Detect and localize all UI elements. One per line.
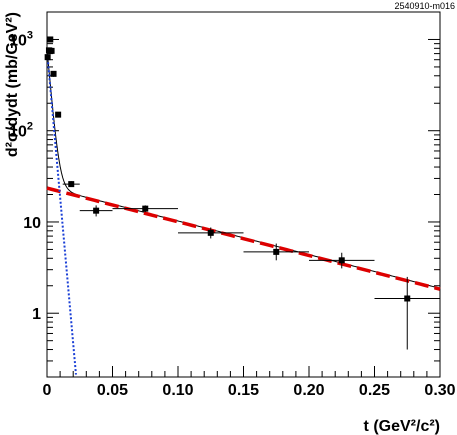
y-tick-exponent: 2 (27, 121, 33, 133)
x-tick-label: 0 (43, 382, 52, 399)
x-tick-label: 0.30 (424, 382, 455, 399)
data-point (338, 257, 345, 264)
data-point (68, 181, 75, 188)
x-tick-label: 0.25 (359, 382, 390, 399)
x-tick-label: 0.05 (97, 382, 128, 399)
fit-curve-total (46, 49, 441, 289)
y-tick-label: 10 (23, 215, 41, 232)
data-point (93, 207, 100, 214)
data-point (273, 248, 280, 255)
figure-tag: 2540910-m016 (394, 1, 455, 11)
y-tick-base: 10 (9, 124, 27, 141)
data-point (47, 36, 54, 43)
plot-frame (46, 11, 441, 378)
y-tick-label: 102 (9, 121, 33, 141)
data-point (50, 70, 57, 77)
y-tick-label: 103 (9, 29, 33, 49)
fit-curve-steep-component (46, 50, 77, 375)
x-tick-label: 0.20 (293, 382, 324, 399)
axis-ticks (46, 11, 441, 378)
x-tick-label: 0.10 (162, 382, 193, 399)
y-axis-title: d²σ/dydt (mb/GeV²) (4, 12, 21, 157)
fit-curve-flat-component (46, 186, 441, 291)
x-tick-labels: 0 0.05 0.10 0.15 0.20 0.25 0.30 (43, 382, 456, 399)
data-point (44, 54, 51, 61)
data-point (55, 111, 62, 118)
y-tick-exponent: 3 (27, 29, 33, 41)
y-tick-base: 10 (9, 32, 27, 49)
fit-curves (46, 49, 441, 375)
x-tick-label: 0.15 (228, 382, 259, 399)
x-axis-title: t (GeV²/c²) (364, 418, 440, 435)
data-point (207, 229, 214, 236)
data-point (404, 295, 411, 302)
y-tick-label: 1 (32, 306, 41, 323)
data-point (142, 205, 149, 212)
data-points (44, 36, 440, 350)
data-point (48, 47, 55, 54)
